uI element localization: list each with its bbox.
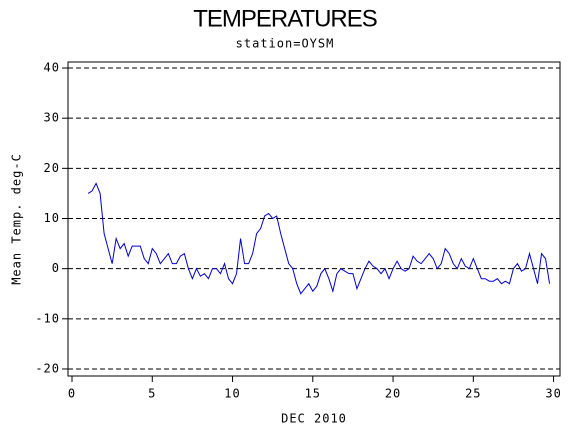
y-tick-label: -20	[35, 361, 60, 375]
y-tick-label: 20	[44, 161, 60, 175]
x-tick-label: 25	[465, 387, 481, 401]
chart-title: TEMPERATURES	[193, 5, 377, 32]
line-series	[87, 182, 551, 295]
x-tick-label: 0	[68, 387, 76, 401]
y-tick-label: 0	[52, 261, 60, 275]
y-axis-label: Mean Temp. deg-C	[10, 153, 24, 285]
x-tick-label: 10	[224, 387, 240, 401]
plot-frame	[67, 61, 561, 377]
y-tick-label: -10	[35, 311, 60, 325]
x-tick-label: 15	[305, 387, 321, 401]
y-tick-label: 30	[44, 111, 60, 125]
chart-subtitle: station=OYSM	[236, 37, 335, 51]
y-tick-label: 40	[44, 61, 60, 75]
x-tick-label: 20	[385, 387, 401, 401]
x-tick-label: 5	[148, 387, 156, 401]
x-tick-label: 30	[545, 387, 561, 401]
x-axis-label: DEC 2010	[281, 412, 347, 426]
y-tick-label: 10	[44, 211, 60, 225]
